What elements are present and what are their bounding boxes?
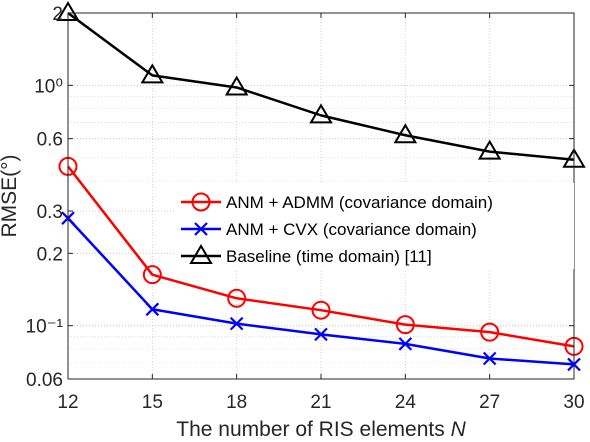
x-tick-label: 18 — [226, 392, 247, 413]
y-tick-label: 10⁰ — [34, 76, 63, 97]
series-marker — [229, 316, 244, 331]
legend-item: ANM + CVX (covariance domain) — [181, 220, 477, 239]
series-marker — [395, 315, 415, 335]
x-tick-label: 30 — [563, 392, 584, 413]
y-tick-label: 0.6 — [37, 130, 63, 151]
legend-label: ANM + ADMM (covariance domain) — [226, 193, 493, 212]
y-tick-label: 0.06 — [26, 370, 63, 391]
x-tick-label: 27 — [479, 392, 500, 413]
series-line — [67, 165, 575, 348]
legend-label: Baseline (time domain) [11] — [226, 247, 432, 266]
legend-items: ANM + ADMM (covariance domain) ANM + CVX … — [181, 192, 493, 266]
series-marker-stroke-b — [145, 302, 160, 317]
legend-marker-stroke-b — [194, 222, 208, 236]
series-marker-stroke-b — [314, 327, 328, 342]
legend-marker — [194, 222, 208, 236]
series-line — [67, 11, 575, 162]
legend-box — [176, 183, 574, 269]
series-marker — [398, 337, 413, 351]
y-tick-label: 0.3 — [37, 202, 63, 223]
series-marker — [480, 322, 500, 342]
series-marker-stroke-b — [229, 316, 244, 331]
x-axis-label-variable: N — [451, 418, 467, 441]
series-marker — [227, 288, 247, 308]
series-marker — [142, 265, 162, 285]
series-marker — [311, 300, 331, 320]
x-axis-label: The number of RIS elements N — [176, 418, 466, 441]
y-tick-labels: 0.06 10⁻¹ 0.2 0.3 0.6 10⁰ 2 — [26, 4, 64, 391]
x-tick-label: 15 — [142, 392, 163, 413]
legend-item: Baseline (time domain) [11] — [181, 244, 432, 266]
series-marker — [140, 63, 165, 84]
x-tick-labels: 12 15 18 21 24 27 30 — [57, 392, 584, 413]
y-axis-label: RMSE(°) — [0, 154, 21, 237]
x-tick-label: 12 — [57, 392, 78, 413]
x-tick-label: 21 — [310, 392, 331, 413]
legend-item: ANM + ADMM (covariance domain) — [181, 192, 493, 212]
legend-marker — [191, 192, 211, 212]
legend: ANM + ADMM (covariance domain) ANM + CVX … — [176, 183, 574, 269]
legend-label: ANM + CVX (covariance domain) — [226, 220, 477, 239]
y-tick-label: 0.2 — [37, 244, 63, 265]
y-tick-label: 2 — [52, 4, 63, 25]
series-marker — [314, 327, 328, 342]
series-marker — [477, 139, 502, 160]
y-tick-label: 10⁻¹ — [26, 317, 64, 338]
series-marker — [393, 123, 418, 144]
x-tick-label: 24 — [395, 392, 417, 413]
series-marker — [145, 302, 160, 317]
series-marker — [224, 75, 249, 96]
legend-marker — [189, 244, 213, 264]
series-marker-stroke-b — [482, 351, 497, 366]
series-marker-stroke-b — [398, 337, 413, 351]
series-marker — [309, 103, 333, 124]
series-marker — [482, 351, 497, 366]
x-axis-label-text: The number of RIS elements — [176, 418, 450, 441]
